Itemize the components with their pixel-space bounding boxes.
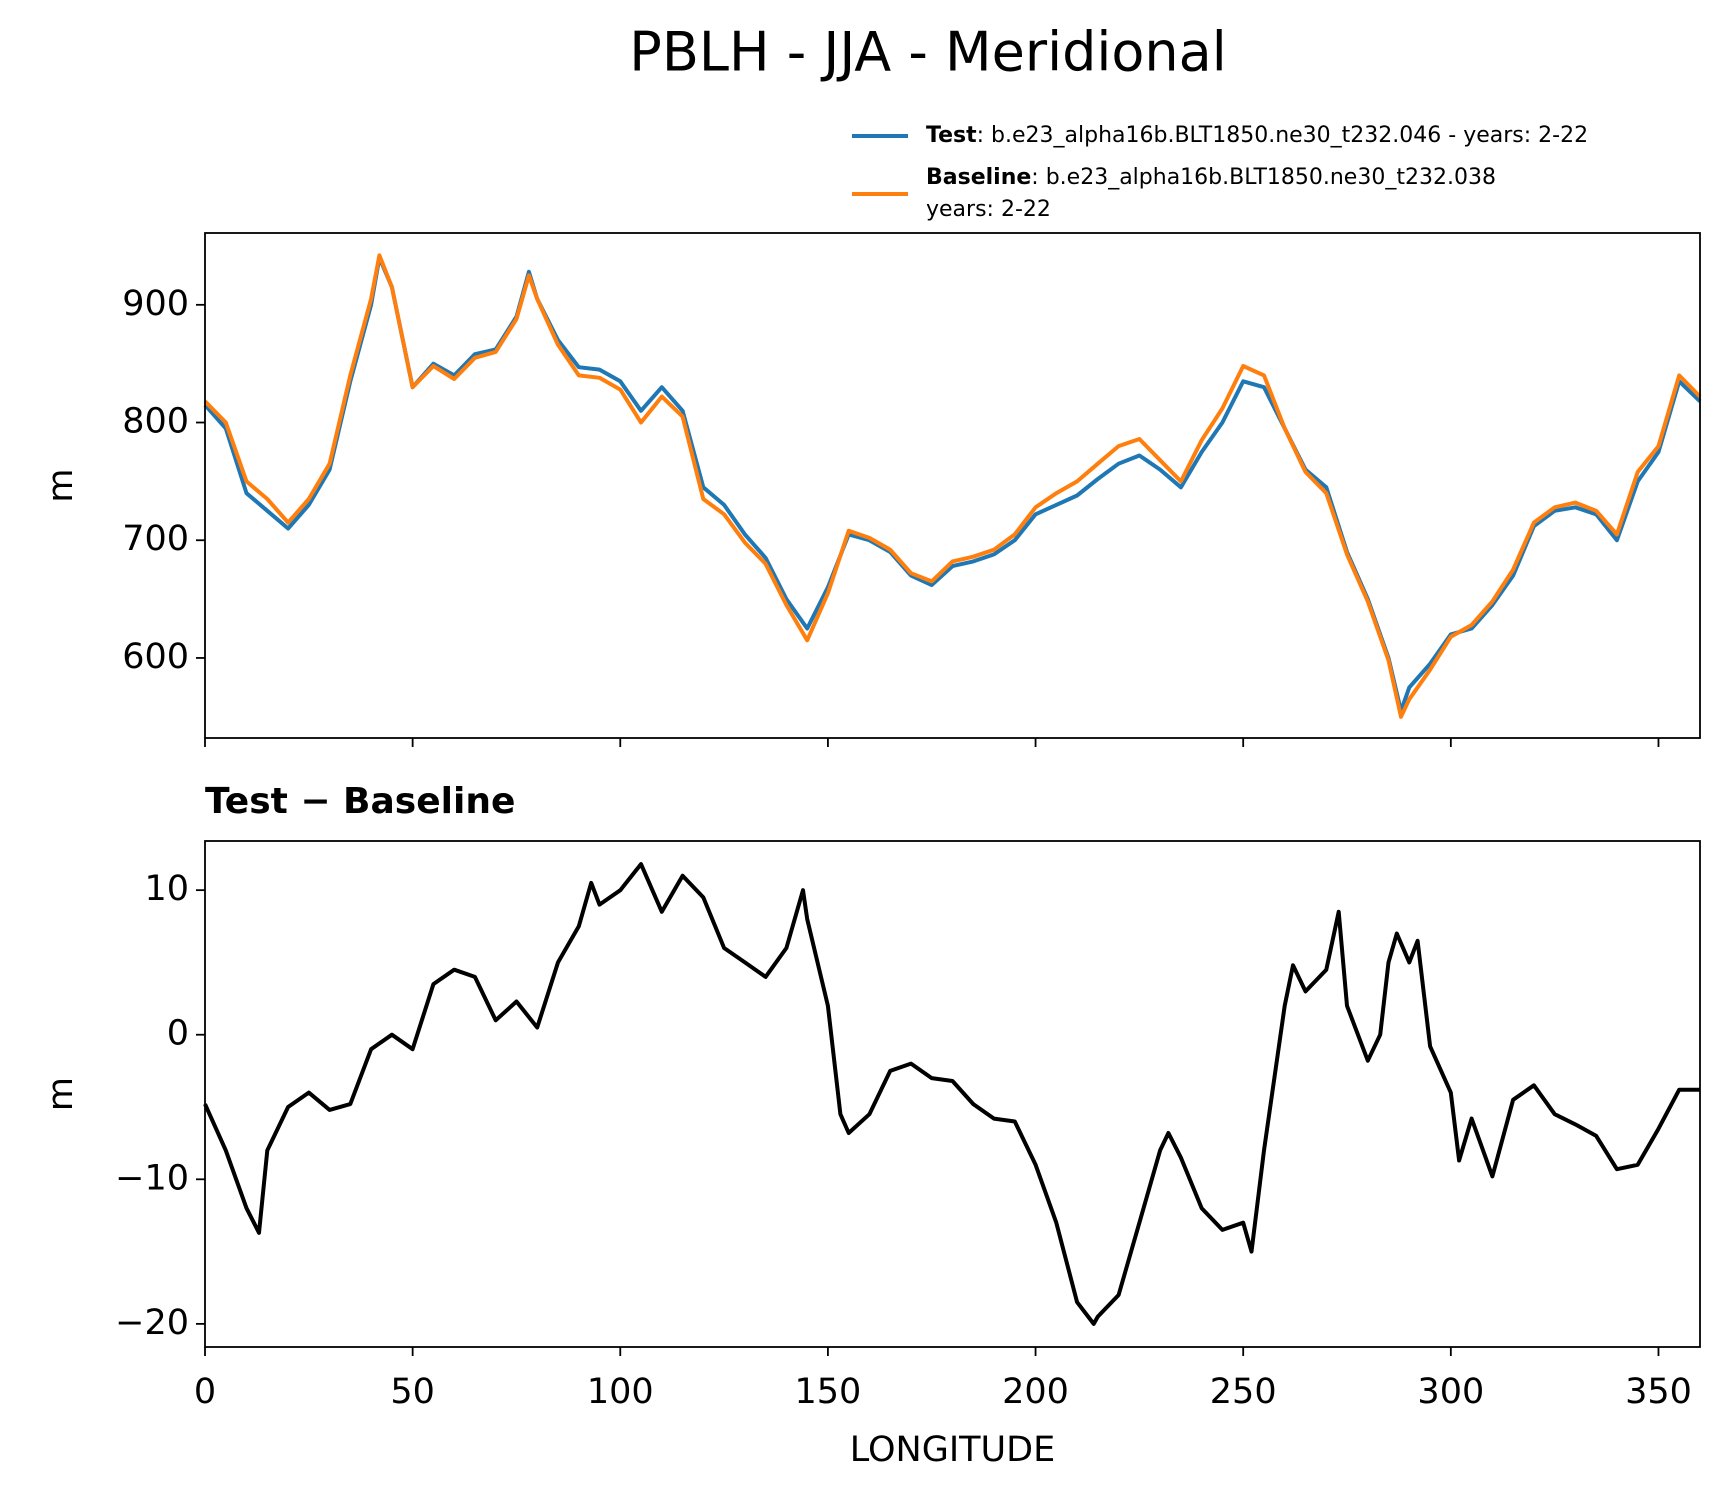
- plot-frame: [204, 840, 1701, 1348]
- y-tick-label: 800: [122, 402, 189, 442]
- legend-name: Baseline: [926, 165, 1031, 190]
- x-tick-label: 250: [1210, 1372, 1277, 1412]
- x-tick-label: 100: [587, 1372, 654, 1412]
- legend-label: years: 2-22: [926, 197, 1051, 222]
- series-line: [203, 253, 1702, 719]
- subplot-title: Test − Baseline: [205, 781, 515, 822]
- y-tick-label: 600: [122, 637, 189, 677]
- y-tick-label: 10: [144, 869, 189, 909]
- y-tick-label: 700: [122, 519, 189, 559]
- series-line: [203, 255, 1702, 713]
- legend-name: Test: [926, 123, 977, 148]
- x-tick-label: 150: [795, 1372, 862, 1412]
- plot-frame: [204, 232, 1701, 739]
- x-tick-label: 300: [1417, 1372, 1484, 1412]
- y-tick-label: −10: [115, 1158, 189, 1198]
- y-axis-label: m: [41, 468, 81, 502]
- legend-entry: Test: b.e23_alpha16b.BLT1850.ne30_t232.0…: [926, 123, 1588, 148]
- x-tick-label: 50: [390, 1372, 435, 1412]
- y-tick-label: −20: [115, 1303, 189, 1343]
- y-axis-label: m: [41, 1077, 81, 1111]
- x-tick-label: 0: [194, 1372, 216, 1412]
- legend-entry: Baseline: b.e23_alpha16b.BLT1850.ne30_t2…: [926, 165, 1496, 190]
- legend-label: : b.e23_alpha16b.BLT1850.ne30_t232.038: [1031, 165, 1496, 190]
- x-axis-label: LONGITUDE: [850, 1430, 1056, 1470]
- y-tick-label: 900: [122, 284, 189, 324]
- x-tick-label: 350: [1625, 1372, 1692, 1412]
- legend-label: : b.e23_alpha16b.BLT1850.ne30_t232.046 -…: [977, 123, 1588, 148]
- y-tick-label: 0: [167, 1014, 189, 1054]
- series-line: [203, 862, 1700, 1326]
- x-tick-label: 200: [1002, 1372, 1069, 1412]
- figure-title: PBLH - JJA - Meridional: [629, 21, 1226, 84]
